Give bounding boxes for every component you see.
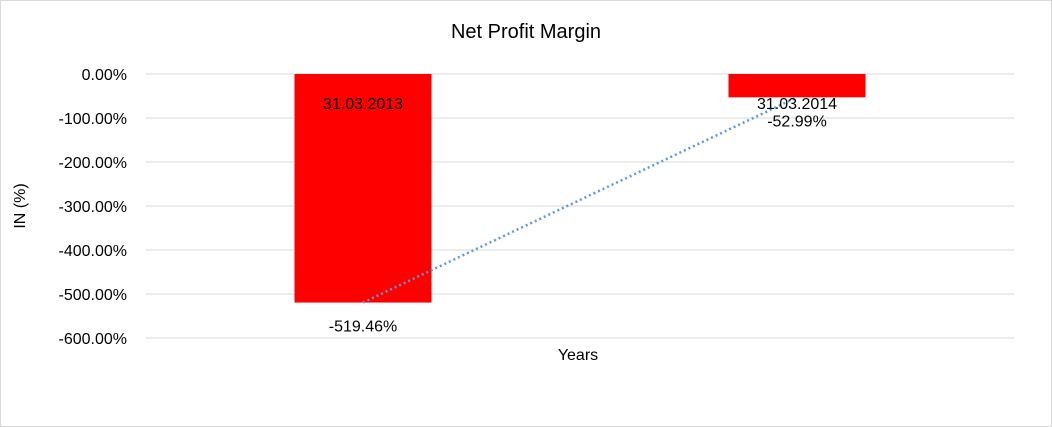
y-tick-label: -600.00% — [59, 331, 128, 348]
trendline-layer — [362, 96, 798, 304]
y-tick-label: -200.00% — [59, 155, 128, 172]
value-label: -52.99% — [767, 113, 827, 130]
y-tick-label: -400.00% — [59, 243, 128, 260]
trendline — [362, 96, 798, 304]
bars — [294, 74, 866, 303]
y-tick-label: -100.00% — [59, 111, 128, 128]
y-axis-title: IN (%) — [12, 183, 29, 228]
value-label: -519.46% — [329, 319, 398, 336]
y-axis-tick-labels: 0.00% -100.00% -200.00% -300.00% -400.00% -50… — [59, 67, 128, 348]
chart-title: Net Profit Margin — [451, 21, 601, 43]
category-label: 31.03.2014 — [757, 96, 837, 113]
y-tick-label: 0.00% — [82, 67, 127, 84]
y-tick-label: -500.00% — [59, 287, 128, 304]
bar — [728, 74, 866, 98]
category-label: 31.03.2013 — [323, 96, 403, 113]
x-axis-title: Years — [558, 347, 598, 364]
gridlines — [146, 73, 1014, 339]
y-tick-label: -300.00% — [59, 199, 128, 216]
data-labels: 31.03.2013 -519.46% 31.03.2014-52.99% — [323, 96, 837, 336]
bar — [294, 74, 432, 303]
